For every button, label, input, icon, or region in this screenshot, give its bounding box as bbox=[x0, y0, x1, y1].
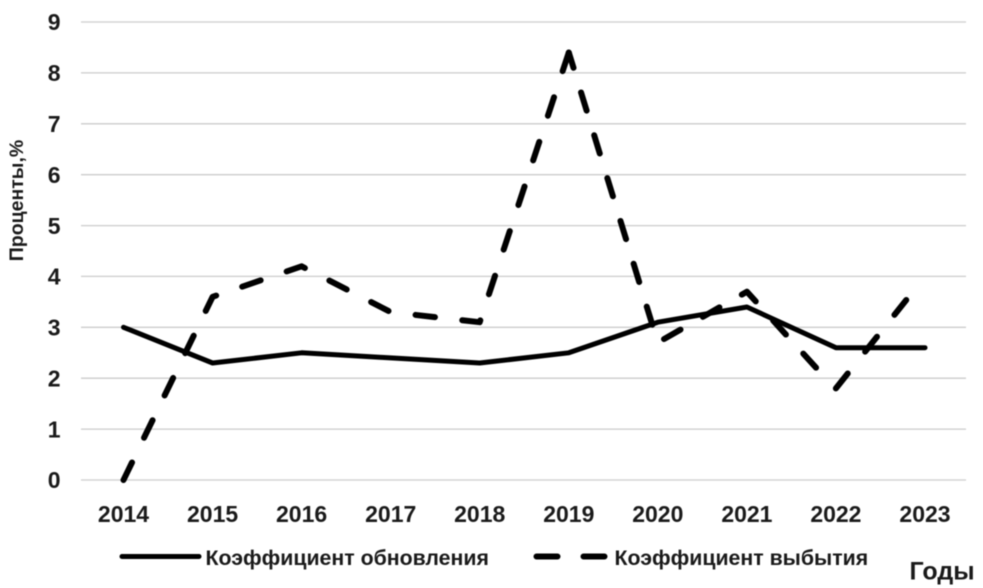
svg-text:Коэффициент выбытия: Коэффициент выбытия bbox=[615, 546, 869, 570]
svg-text:1: 1 bbox=[48, 416, 61, 442]
svg-text:2: 2 bbox=[48, 365, 61, 391]
svg-text:Годы: Годы bbox=[910, 558, 975, 586]
svg-text:2020: 2020 bbox=[632, 501, 683, 527]
svg-text:7: 7 bbox=[48, 111, 61, 137]
svg-text:4: 4 bbox=[48, 264, 61, 290]
svg-text:0: 0 bbox=[48, 467, 61, 493]
svg-text:2014: 2014 bbox=[98, 501, 149, 527]
svg-text:9: 9 bbox=[48, 9, 61, 35]
svg-text:Проценты,%: Проценты,% bbox=[6, 140, 28, 261]
svg-text:3: 3 bbox=[48, 315, 61, 341]
svg-text:2022: 2022 bbox=[810, 501, 861, 527]
svg-text:8: 8 bbox=[48, 60, 61, 86]
svg-text:2019: 2019 bbox=[543, 501, 594, 527]
svg-text:2016: 2016 bbox=[276, 501, 327, 527]
svg-text:6: 6 bbox=[48, 162, 61, 188]
svg-text:2015: 2015 bbox=[187, 501, 238, 527]
svg-text:5: 5 bbox=[48, 213, 61, 239]
svg-text:2023: 2023 bbox=[899, 501, 950, 527]
svg-text:2018: 2018 bbox=[454, 501, 505, 527]
svg-text:2017: 2017 bbox=[365, 501, 416, 527]
svg-text:2021: 2021 bbox=[721, 501, 772, 527]
svg-text:Коэффициент обновления: Коэффициент обновления bbox=[206, 546, 489, 570]
